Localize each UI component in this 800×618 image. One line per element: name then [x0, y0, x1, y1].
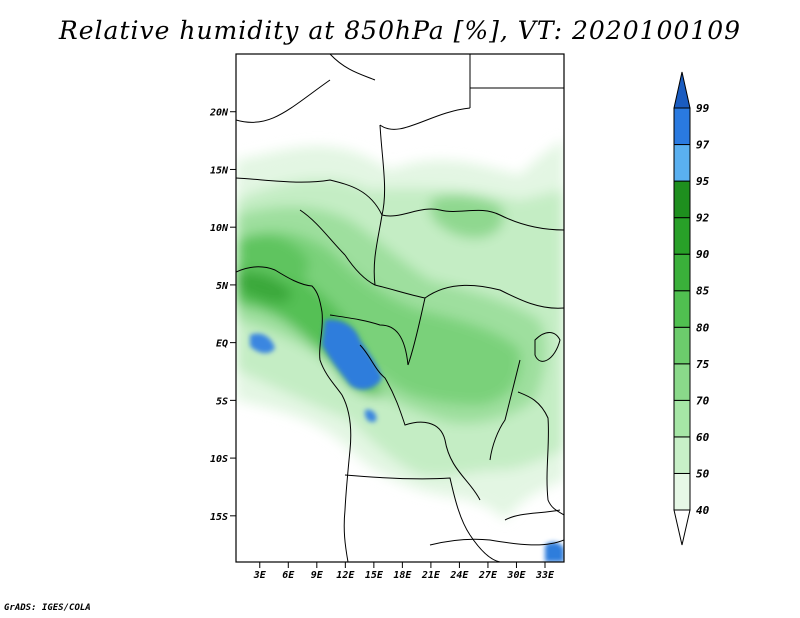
colorbar-label: 90 — [696, 248, 710, 261]
colorbar-swatch — [673, 472, 691, 511]
colorbar-label: 60 — [696, 431, 710, 444]
longitude-axis: 3E 6E 9E 12E 15E 18E 21E 24E 27E 30E 33E — [253, 562, 555, 581]
lon-tick-label: 12E — [336, 570, 355, 581]
colorbar-label: 75 — [696, 358, 710, 371]
map-frame — [235, 53, 565, 563]
colorbar-label: 97 — [696, 139, 710, 152]
lat-tick-label: 10S — [210, 454, 228, 465]
lon-tick-label: 27E — [478, 570, 498, 581]
lat-tick-label: 10N — [210, 223, 229, 234]
colorbar-label: 99 — [696, 102, 710, 115]
humidity-field — [236, 54, 564, 562]
lon-tick-label: 30E — [506, 570, 526, 581]
lat-tick-label: EQ — [216, 339, 228, 350]
lon-tick-label: 3E — [253, 570, 267, 581]
colorbar-swatch — [673, 107, 691, 146]
colorbar-swatch — [673, 180, 691, 219]
colorbar-swatch — [673, 509, 691, 546]
lat-tick-label: 5N — [216, 281, 229, 292]
colorbar-swatch — [673, 363, 691, 401]
colorbar-swatch — [673, 144, 691, 182]
lon-tick-label: 9E — [311, 570, 324, 581]
colorbar-swatch — [673, 71, 691, 109]
colorbar-label: 50 — [696, 467, 710, 480]
lat-tick-label: 15N — [210, 165, 229, 176]
lat-tick-label: 20N — [209, 108, 229, 119]
footer-credit: GrADS: IGES/COLA — [4, 603, 91, 613]
colorbar-swatch — [673, 399, 691, 438]
colorbar-label: 95 — [696, 175, 710, 188]
colorbar-swatch — [673, 326, 691, 365]
colorbar-label: 70 — [696, 394, 710, 407]
lon-tick-label: 33E — [535, 570, 555, 581]
lat-tick-label: 5S — [216, 396, 228, 407]
lon-tick-label: 21E — [421, 570, 441, 581]
colorbar-label: 40 — [696, 504, 710, 517]
colorbar-swatch — [673, 253, 691, 292]
colorbar-swatch — [673, 290, 691, 328]
map-borders — [236, 54, 564, 562]
colorbar-label: 92 — [696, 212, 710, 225]
lon-tick-label: 18E — [393, 570, 412, 581]
colorbar-swatch — [673, 436, 691, 474]
colorbar-label: 80 — [696, 321, 710, 334]
colorbar-label: 85 — [696, 285, 710, 298]
chart-title: Relative humidity at 850hPa [%], VT: 202… — [58, 16, 742, 45]
lon-tick-label: 24E — [449, 570, 469, 581]
latitude-axis: 20N 15N 10N 5N EQ 5S 10S 15S — [209, 108, 236, 523]
colorbar-swatch — [673, 217, 691, 255]
lon-tick-label: 15E — [365, 570, 384, 581]
colorbar: 40 50 60 70 75 80 85 90 92 95 97 99 — [673, 71, 710, 546]
lat-tick-label: 15S — [210, 512, 228, 523]
lon-tick-label: 6E — [282, 570, 295, 581]
